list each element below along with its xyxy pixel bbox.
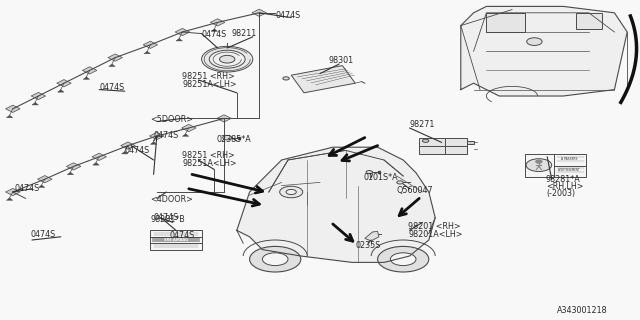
Circle shape [262,253,288,266]
Bar [121,142,135,149]
Circle shape [527,38,542,45]
Text: 0474S: 0474S [99,83,124,92]
Text: 0474S: 0474S [154,131,179,140]
Text: 98211: 98211 [232,29,257,38]
Bar [92,153,106,160]
Text: 0474S: 0474S [31,230,56,239]
Polygon shape [237,147,435,262]
Text: A343001218: A343001218 [557,306,607,315]
Circle shape [378,246,429,272]
Bar [486,13,525,32]
Polygon shape [6,198,13,200]
Bar [211,19,225,26]
Bar [419,138,467,154]
Bar [6,105,20,112]
Text: 98201A<LH>: 98201A<LH> [408,230,463,239]
Polygon shape [122,151,128,154]
Text: 98201 <RH>: 98201 <RH> [408,222,461,231]
Polygon shape [38,185,45,188]
Text: 0474S: 0474S [14,184,39,193]
Text: SRS AIRBAG: SRS AIRBAG [164,238,188,242]
Polygon shape [461,6,627,96]
Text: <RH,LH>: <RH,LH> [546,182,584,191]
Circle shape [283,77,289,80]
Circle shape [220,55,235,63]
Bar [83,67,97,74]
Bar [467,141,474,144]
Bar [6,188,20,196]
Bar [31,92,45,100]
Polygon shape [93,163,99,165]
Text: 0474S: 0474S [170,231,195,240]
Text: 98251 <RH>: 98251 <RH> [182,151,235,160]
Bar [143,41,157,48]
Circle shape [209,50,245,68]
Bar [175,28,189,36]
Circle shape [422,139,429,142]
Circle shape [536,160,542,163]
Circle shape [202,46,253,72]
Polygon shape [182,134,189,136]
Polygon shape [144,51,150,54]
Circle shape [280,186,303,198]
Text: 0474S: 0474S [125,146,150,155]
Text: 98251A<LH>: 98251A<LH> [182,80,237,89]
Text: 02385*A: 02385*A [216,135,251,144]
Text: 0474S: 0474S [275,11,300,20]
Bar [38,176,52,183]
Bar [252,9,266,16]
Polygon shape [32,102,38,105]
Polygon shape [291,66,355,93]
Polygon shape [83,77,90,79]
Text: 0235S: 0235S [355,241,381,250]
Bar [525,154,586,177]
Polygon shape [67,172,74,175]
Text: Q560047: Q560047 [397,186,433,195]
Polygon shape [6,115,13,118]
Circle shape [286,189,296,195]
Circle shape [223,135,232,140]
Polygon shape [365,231,379,241]
Bar [576,13,602,29]
Text: A PASSERS: A PASSERS [561,157,578,161]
Text: 98271: 98271 [410,120,435,129]
Text: 98251A<LH>: 98251A<LH> [182,159,237,168]
Polygon shape [58,90,64,92]
Text: 98251 <RH>: 98251 <RH> [182,72,235,81]
Text: 98301: 98301 [329,56,354,65]
Circle shape [397,181,403,184]
Bar [150,230,202,250]
Text: 98281*A: 98281*A [546,175,580,184]
Circle shape [366,171,372,174]
Polygon shape [109,64,115,67]
Bar [182,124,196,132]
Text: <5DOOR>: <5DOOR> [150,115,193,124]
Text: 0474S: 0474S [202,30,227,39]
Polygon shape [150,142,157,144]
Circle shape [390,253,416,266]
Polygon shape [211,29,218,31]
Bar [152,237,200,242]
Circle shape [526,159,552,172]
Circle shape [250,246,301,272]
Bar [108,54,122,61]
Text: AVERTISSEMENT: AVERTISSEMENT [558,168,581,172]
Bar [217,115,231,122]
Text: 98281*B: 98281*B [150,215,185,224]
Text: 0101S*A: 0101S*A [364,173,398,182]
Text: (-2003): (-2003) [546,189,575,198]
Bar [67,163,81,170]
Bar [57,80,71,87]
Bar [150,132,164,140]
Text: 0474S: 0474S [154,213,179,222]
Polygon shape [176,38,182,41]
Text: <4DOOR>: <4DOOR> [150,195,193,204]
